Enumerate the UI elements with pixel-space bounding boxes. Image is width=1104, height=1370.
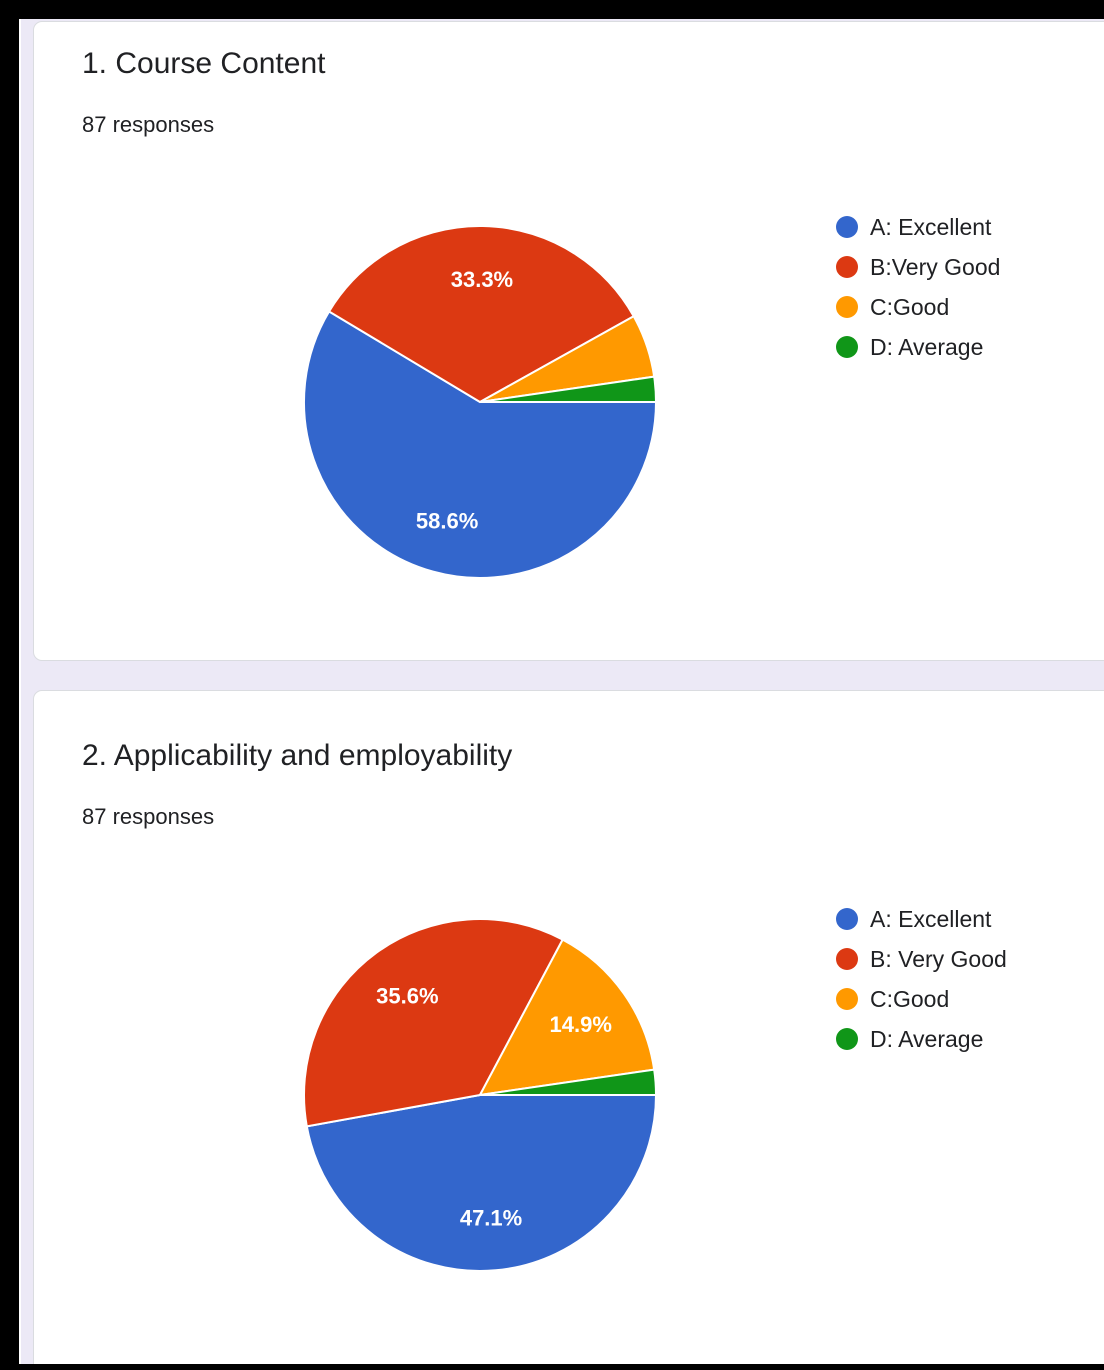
legend-label: A: Excellent xyxy=(870,213,992,240)
legend-label: D: Average xyxy=(870,1025,984,1052)
pie-slice-average[interactable] xyxy=(479,1068,658,1096)
question-title: 1. Course Content xyxy=(82,47,326,80)
legend-item-average[interactable]: D: Average xyxy=(836,1019,1007,1059)
legend-item-excellent[interactable]: A: Excellent xyxy=(836,899,1007,939)
pie-slice-excellent[interactable] xyxy=(305,1094,658,1272)
legend-label: A: Excellent xyxy=(870,905,992,932)
legend-swatch xyxy=(836,216,858,238)
legend-swatch xyxy=(836,336,858,358)
legend-label: C:Good xyxy=(870,293,950,320)
pie-slice-good[interactable] xyxy=(478,938,656,1097)
legend-swatch xyxy=(836,908,858,930)
legend-item-good[interactable]: C:Good xyxy=(836,979,1007,1019)
legend-label: B:Very Good xyxy=(870,253,1001,280)
legend-item-average[interactable]: D: Average xyxy=(836,327,1000,367)
response-count: 87 responses xyxy=(82,112,215,137)
question-card-1: 1. Course Content 87 responses 58.6% 33.3… xyxy=(33,21,1104,661)
pie-chart-applicability: 47.1% 35.6% 14.9% xyxy=(303,918,658,1272)
pie-data-label: 33.3% xyxy=(451,267,513,292)
pie-slice-average[interactable] xyxy=(479,375,658,403)
legend-item-excellent[interactable]: A: Excellent xyxy=(836,207,1000,247)
pie-slice-very-good[interactable] xyxy=(303,918,565,1128)
legend-swatch xyxy=(836,296,858,318)
legend-item-very-good[interactable]: B: Very Good xyxy=(836,939,1007,979)
content-area: 1. Course Content 87 responses 58.6% 33.3… xyxy=(19,19,1104,1364)
legend-label: D: Average xyxy=(870,333,984,360)
legend-swatch xyxy=(836,988,858,1010)
legend-label: B: Very Good xyxy=(870,945,1007,972)
question-card-2: 2. Applicability and employability 87 re… xyxy=(33,690,1104,1364)
response-count: 87 responses xyxy=(82,804,215,829)
legend-item-good[interactable]: C:Good xyxy=(836,287,1000,327)
legend-swatch xyxy=(836,948,858,970)
chart-legend: A: Excellent B: Very Good C:Good D: Aver… xyxy=(836,899,1007,1059)
pie-data-label: 58.6% xyxy=(416,509,478,534)
pie-slice-excellent[interactable] xyxy=(303,310,658,579)
pie-data-label: 14.9% xyxy=(550,1012,612,1037)
legend-swatch xyxy=(836,1028,858,1050)
legend-item-very-good[interactable]: B:Very Good xyxy=(836,247,1000,287)
chart-legend: A: Excellent B:Very Good C:Good D: Avera… xyxy=(836,207,1000,367)
legend-label: C:Good xyxy=(870,985,950,1012)
pie-data-label: 47.1% xyxy=(460,1206,522,1231)
question-title: 2. Applicability and employability xyxy=(82,739,513,772)
legend-swatch xyxy=(836,256,858,278)
pie-data-label: 35.6% xyxy=(376,983,438,1008)
pie-chart-course-content: 58.6% 33.3% xyxy=(303,225,658,579)
